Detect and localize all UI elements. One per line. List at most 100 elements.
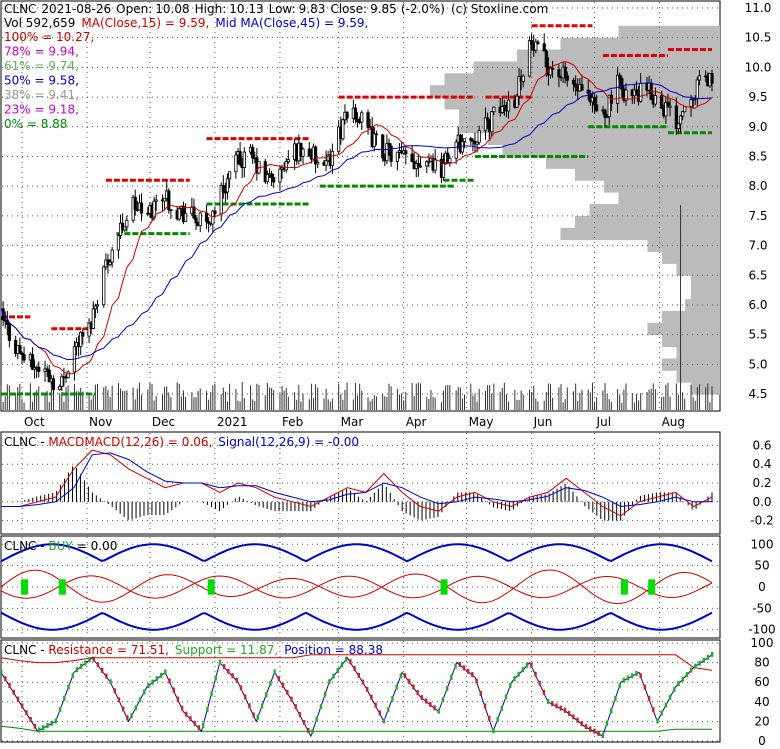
candle-body: [265, 174, 269, 183]
candle-body: [284, 161, 288, 171]
candle-body: [58, 386, 62, 390]
macd-tick-label: 0.6: [752, 438, 771, 452]
position-marker: [387, 707, 390, 713]
position-marker: [344, 656, 348, 662]
position-marker: [143, 689, 146, 695]
candle-body: [154, 199, 158, 202]
volume-profile-bar: [517, 49, 720, 62]
position-marker: [138, 697, 142, 703]
candle-body: [674, 105, 678, 130]
position-marker: [21, 703, 24, 709]
open-price: 10.08: [155, 2, 189, 16]
position-marker: [466, 668, 470, 674]
position-marker: [454, 663, 457, 669]
position-marker: [631, 673, 634, 679]
position-marker: [277, 676, 281, 682]
position-marker: [79, 663, 83, 669]
macd-tick-label: 0.0: [752, 495, 771, 509]
position-marker: [185, 711, 188, 717]
position-marker: [681, 676, 684, 682]
candle-body: [595, 104, 599, 112]
fib-level-label: 38% = 9.41,: [4, 88, 79, 102]
candle-body: [139, 202, 144, 214]
macd-tick-label: 0.4: [752, 457, 771, 471]
header-line: CLNC 2021-08-26 Open: 10.08 High: 10.13 Low: 9.…: [4, 2, 548, 16]
position-marker: [117, 697, 121, 703]
position-marker: [694, 663, 697, 669]
position-marker: [323, 691, 327, 697]
candle-body: [448, 157, 452, 164]
position-marker: [500, 705, 504, 711]
candle-body: [571, 79, 576, 85]
position-marker: [559, 705, 562, 711]
position-marker: [399, 673, 403, 679]
candle-body: [381, 134, 385, 159]
buy-tick-label: -50: [752, 601, 772, 615]
position-marker: [576, 717, 579, 723]
candle-body: [471, 139, 475, 142]
low-price: 9.83: [299, 2, 326, 16]
candle-body: [223, 191, 228, 194]
candle-body: [60, 376, 64, 387]
candle-body: [527, 40, 532, 77]
price-tick-label: 8.0: [748, 179, 767, 193]
position-marker: [336, 667, 339, 673]
candle-body: [385, 142, 389, 162]
candle-body: [66, 371, 70, 379]
price-tick-label: 4.5: [748, 387, 767, 401]
position-marker: [656, 718, 659, 724]
position-marker: [433, 705, 436, 711]
buy-signal-line: [1, 569, 713, 605]
candle-body: [102, 266, 106, 306]
candle-body: [20, 352, 24, 356]
candle-body: [3, 319, 7, 322]
buy-signal-line: [1, 575, 713, 599]
candle-body: [544, 50, 548, 68]
position-marker: [610, 708, 613, 714]
position-marker: [252, 712, 255, 718]
position-marker: [509, 683, 512, 689]
high-price: 10.13: [229, 2, 263, 16]
position-marker: [647, 695, 651, 701]
candle-body: [515, 95, 519, 108]
candle-body: [374, 133, 379, 136]
candle-body: [7, 324, 11, 341]
candle-body: [372, 133, 376, 147]
macd-panel: [0, 431, 721, 535]
candle-body: [22, 354, 26, 361]
candle-body: [580, 84, 584, 91]
candle-body: [483, 117, 488, 132]
position-marker: [542, 689, 546, 695]
volume-profile-bar: [560, 227, 720, 241]
position-marker: [370, 694, 373, 700]
position-marker: [504, 694, 508, 700]
position-marker: [698, 660, 701, 666]
candle-body: [45, 368, 49, 371]
position-marker: [437, 708, 440, 714]
ma45-label: Mid MA(Close,45) = 9.59,: [215, 16, 368, 30]
candle-body: [177, 208, 181, 220]
month-label: Jul: [596, 415, 611, 429]
candle-body: [534, 41, 538, 51]
position-marker: [231, 673, 234, 679]
position-marker: [172, 687, 175, 693]
position-marker: [244, 694, 247, 700]
price-tick-label: 6.5: [748, 268, 767, 282]
position-marker: [265, 692, 268, 698]
position-marker: [147, 683, 150, 689]
buy-tick-label: 0: [758, 580, 766, 594]
candle-body: [676, 123, 681, 130]
position-marker: [332, 673, 335, 679]
buy-lower-band: [1, 611, 713, 631]
position-marker: [635, 670, 638, 676]
position-marker: [597, 730, 600, 736]
candle-body: [563, 66, 567, 77]
candle-body: [162, 197, 167, 202]
position-marker: [126, 715, 129, 721]
fib-level-label: 61% = 9.74,: [4, 59, 79, 73]
price-tick-label: 5.5: [748, 328, 767, 342]
candle-body: [213, 210, 217, 215]
position-marker: [626, 675, 630, 681]
candle-body: [530, 40, 534, 45]
